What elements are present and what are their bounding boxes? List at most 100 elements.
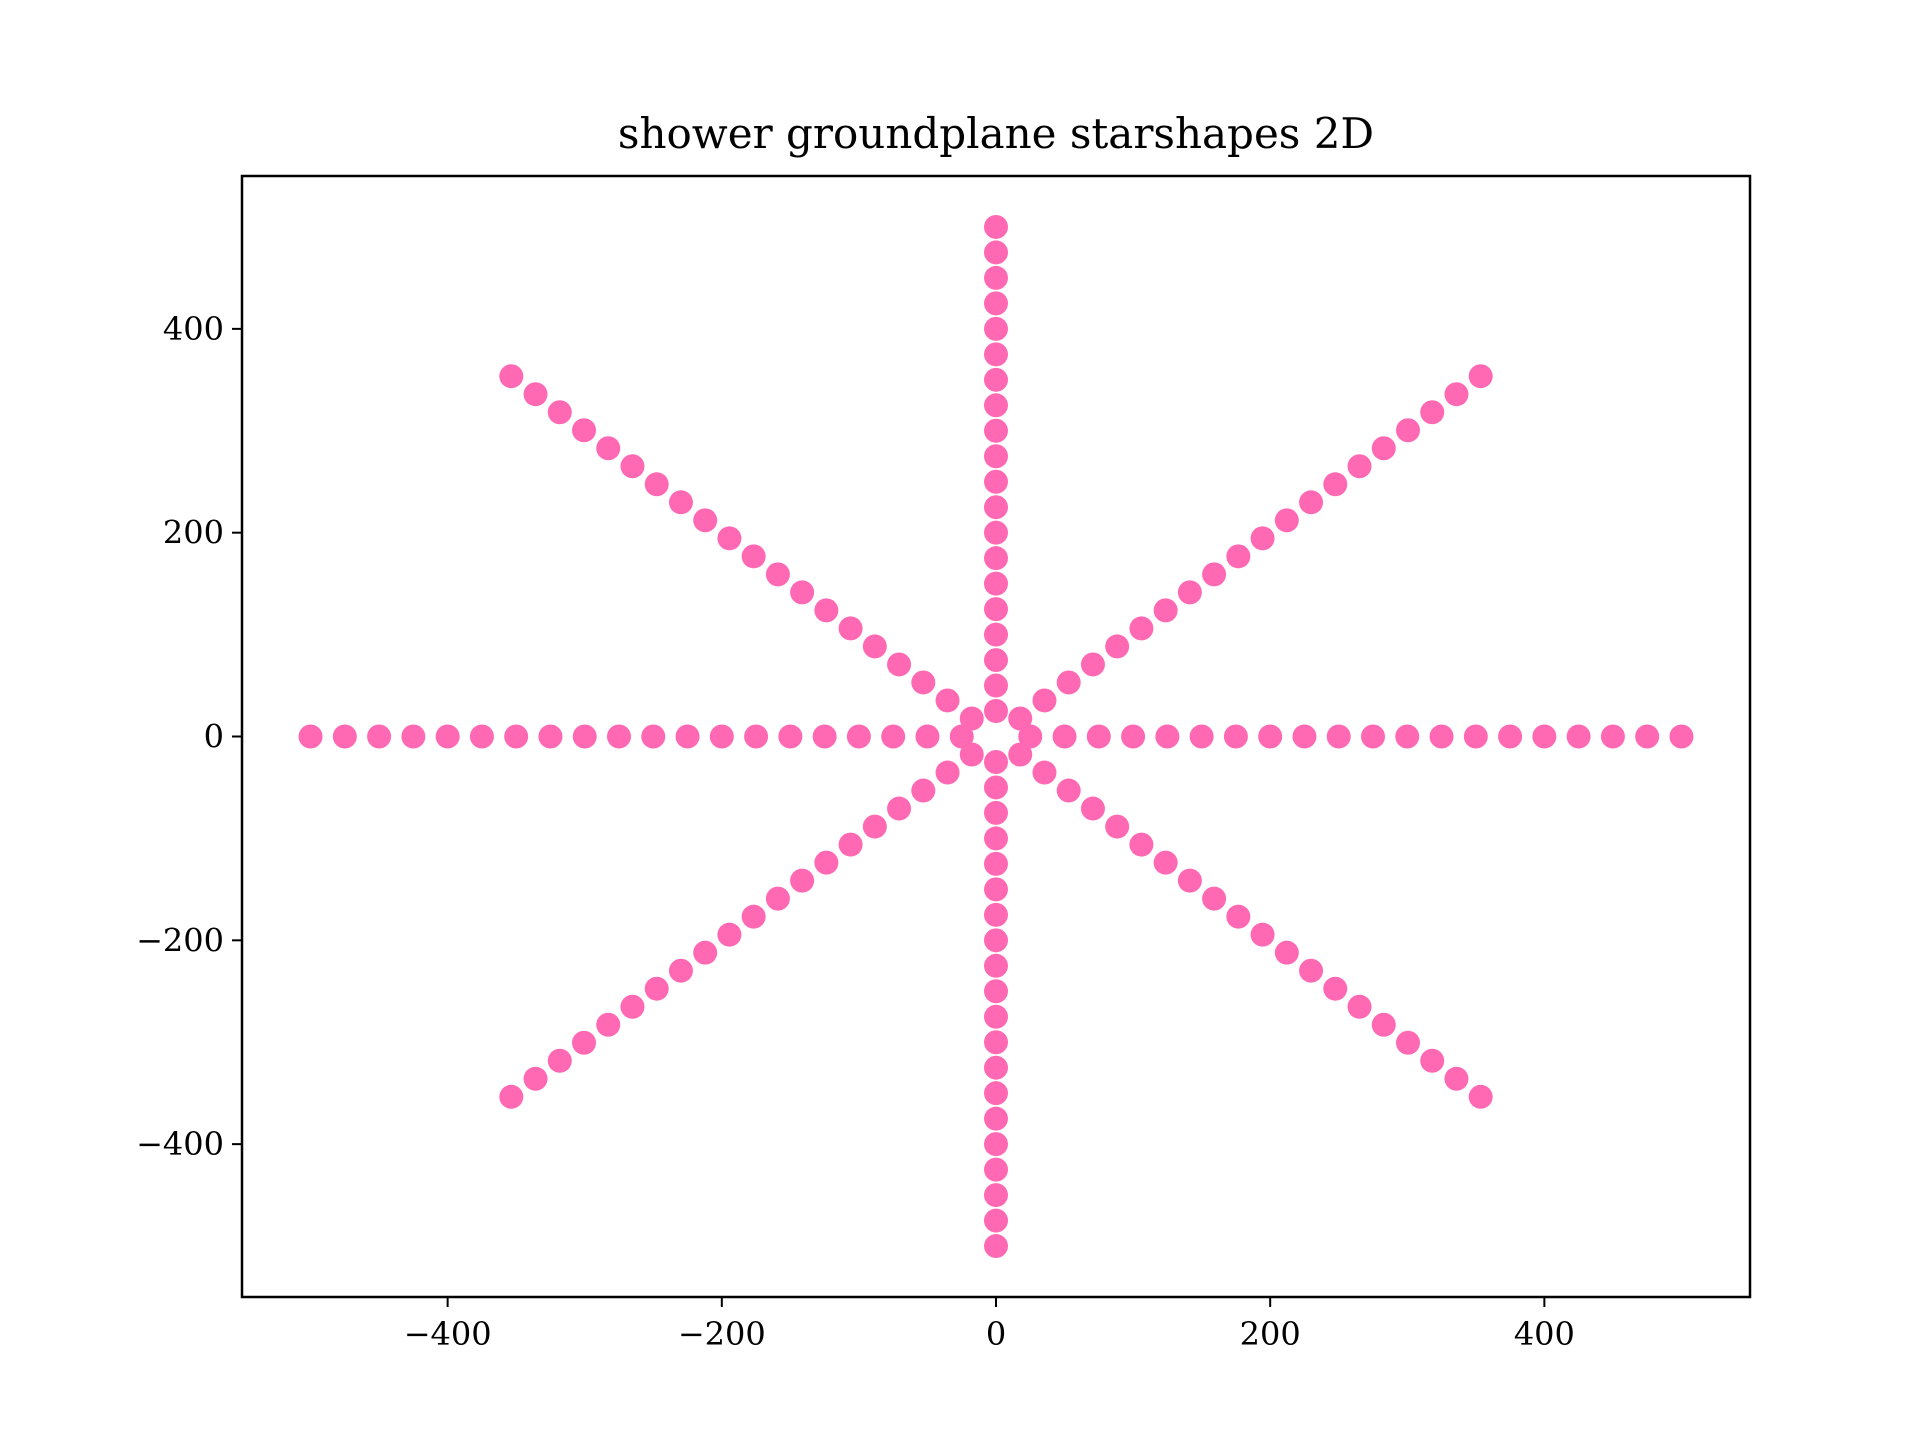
scatter-point: [1395, 1030, 1420, 1055]
scatter-point: [641, 724, 666, 749]
scatter-point: [984, 851, 1008, 876]
scatter-point: [765, 562, 790, 587]
scatter-point: [709, 724, 734, 749]
y-tick-label: 0: [204, 718, 224, 756]
scatter-point: [1226, 904, 1251, 929]
scatter-point: [607, 724, 631, 749]
scatter-point: [1444, 382, 1469, 407]
scatter-point: [838, 832, 863, 857]
scatter-point: [1323, 472, 1348, 497]
scatter-point: [1008, 706, 1033, 731]
scatter-point: [675, 724, 700, 749]
scatter-point: [1080, 796, 1105, 821]
scatter-point: [1420, 1048, 1445, 1073]
scatter-point: [644, 472, 669, 497]
scatter-point: [1395, 724, 1420, 749]
scatter-point: [838, 616, 863, 641]
scatter-point: [644, 976, 669, 1001]
scatter-point: [1250, 526, 1275, 551]
scatter-point: [984, 1106, 1008, 1131]
scatter-point: [523, 1066, 548, 1091]
scatter-point: [572, 1030, 597, 1055]
scatter-point: [911, 670, 936, 695]
scatter-point: [1468, 1084, 1493, 1109]
scatter-point: [984, 953, 1008, 978]
scatter-point: [814, 598, 839, 623]
scatter-point: [887, 796, 912, 821]
scatter-point: [1323, 976, 1348, 1001]
axis-ticks: −400 −200 0 200 400 −400 −200 0 200 400: [136, 310, 1575, 1353]
data-points: [298, 214, 1694, 1259]
scatter-point: [984, 775, 1008, 800]
scatter-point: [668, 958, 693, 983]
scatter-point: [1371, 1012, 1396, 1037]
scatter-point: [744, 724, 769, 749]
scatter-point: [298, 724, 323, 749]
scatter-point: [984, 1030, 1008, 1055]
scatter-point: [984, 444, 1008, 469]
y-tick-label: −400: [136, 1125, 224, 1163]
scatter-point: [1121, 724, 1146, 749]
scatter-point: [984, 648, 1008, 673]
scatter-point: [693, 508, 718, 533]
scatter-point: [499, 364, 524, 389]
scatter-point: [572, 724, 597, 749]
scatter-point: [1105, 634, 1130, 659]
plot-area-frame: [240, 174, 1752, 1299]
scatter-point: [620, 454, 645, 479]
scatter-point: [984, 1004, 1008, 1029]
scatter-point: [984, 520, 1008, 545]
scatter-point: [1468, 364, 1493, 389]
scatter-point: [984, 1208, 1008, 1233]
scatter-point: [1155, 724, 1180, 749]
scatter-point: [1056, 778, 1081, 803]
scatter-point: [741, 544, 766, 569]
scatter-point: [1444, 1066, 1469, 1091]
scatter-point: [911, 778, 936, 803]
y-tick-label: −200: [136, 921, 224, 959]
scatter-point: [984, 673, 1008, 698]
scatter-point: [984, 902, 1008, 927]
scatter-point: [959, 706, 984, 731]
scatter-point: [1371, 436, 1396, 461]
y-tick-label: 400: [163, 310, 224, 348]
scatter-point: [693, 940, 718, 965]
scatter-point: [959, 742, 984, 767]
scatter-point: [984, 1055, 1008, 1080]
scatter-point: [790, 868, 815, 893]
scatter-point: [949, 724, 974, 749]
scatter-point: [1299, 490, 1324, 515]
scatter-point: [717, 922, 742, 947]
scatter-point: [572, 418, 597, 443]
scatter-point: [596, 436, 621, 461]
scatter-point: [935, 760, 960, 785]
scatter-point: [984, 979, 1008, 1004]
scatter-point: [1395, 418, 1420, 443]
scatter-point: [538, 724, 563, 749]
scatter-point: [1226, 544, 1251, 569]
x-tick-label: 0: [986, 1315, 1006, 1353]
scatter-point: [984, 265, 1008, 290]
scatter-point: [1056, 670, 1081, 695]
scatter-point: [435, 724, 460, 749]
scatter-point: [1258, 724, 1283, 749]
scatter-point: [547, 400, 572, 425]
scatter-point: [790, 580, 815, 605]
scatter-point: [1429, 724, 1454, 749]
x-tick-label: 200: [1240, 1315, 1301, 1353]
x-tick-label: −400: [404, 1315, 492, 1353]
scatter-point: [1189, 724, 1214, 749]
scatter-point: [1052, 724, 1077, 749]
scatter-point: [984, 418, 1008, 443]
scatter-point: [668, 490, 693, 515]
scatter-point: [1498, 724, 1523, 749]
scatter-point: [984, 1081, 1008, 1106]
scatter-point: [1566, 724, 1591, 749]
scatter-point: [469, 724, 494, 749]
scatter-point: [1274, 508, 1299, 533]
scatter-point: [1153, 850, 1178, 875]
scatter-point: [504, 724, 529, 749]
scatter-point: [1600, 724, 1625, 749]
scatter-point: [984, 800, 1008, 825]
